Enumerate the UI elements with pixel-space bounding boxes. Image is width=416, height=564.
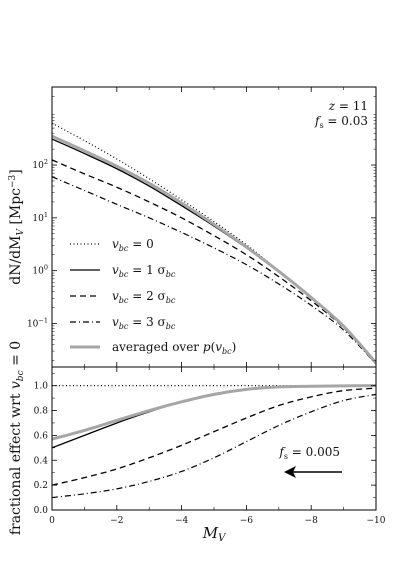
fs-annotation-top: fs = 0.03 (314, 114, 368, 130)
top-series-0 (52, 122, 376, 364)
bottom-y-tick-label: 0.4 (34, 456, 49, 466)
x-tick-label: −8 (305, 516, 319, 526)
x-tick-label: 0 (49, 516, 55, 526)
fs-annotation-bottom: fs = 0.005 (278, 445, 340, 461)
bottom-y-tick-label: 0.2 (34, 481, 48, 491)
x-tick-label: −4 (175, 516, 189, 526)
bottom-series-3 (52, 393, 376, 499)
top-y-tick-label: 101 (32, 211, 48, 224)
top-series-3 (52, 176, 376, 365)
top-y-tick-label: 10−1 (27, 316, 48, 329)
bottom-y-tick-label: 1.0 (34, 382, 49, 392)
x-axis-label: MV (202, 524, 227, 544)
bottom-y-axis-label: fractional effect wrt vbc = 0 (8, 341, 26, 535)
redshift-annotation: z = 11 (328, 99, 368, 113)
legend-label-averaged: averaged over p(vbc) (112, 340, 236, 356)
x-tick-label: −6 (240, 516, 254, 526)
top-series-2 (52, 159, 376, 365)
arrow-head (284, 466, 296, 478)
chart-labels: 0 −2 −4 −6 −8 −10 102 101 100 10−1 0.0 0.2 0.4 0.6 0.8… (27, 158, 386, 526)
bottom-series-4 (52, 384, 376, 441)
bottom-y-tick-label: 0.6 (34, 431, 49, 441)
top-panel-plot-area (52, 122, 376, 365)
left-arrow (284, 466, 342, 478)
legend-label-vbc2: vbc = 2 σbc (112, 289, 176, 305)
bottom-y-tick-label: 0.0 (34, 506, 49, 516)
legend-label-vbc1: vbc = 1 σbc (112, 263, 176, 279)
legend-label-vbc0: vbc = 0 (112, 237, 154, 253)
x-tick-label: −2 (110, 516, 123, 526)
top-y-axis-label: dN/dMV [Mpc−3] (8, 169, 26, 285)
bottom-y-tick-label: 0.8 (34, 407, 49, 417)
legend: vbc = 0 vbc = 1 σbc vbc = 2 σbc vbc = 3 … (70, 237, 236, 356)
x-tick-label: −10 (367, 516, 386, 526)
top-y-tick-label: 100 (32, 264, 48, 277)
legend-label-vbc3: vbc = 3 σbc (112, 315, 176, 331)
axis-ticks (51, 86, 377, 511)
top-y-tick-label: 102 (32, 158, 48, 171)
bottom-series-2 (52, 387, 376, 486)
top-series-4 (52, 134, 376, 364)
bottom-panel-plot-area (52, 384, 376, 499)
